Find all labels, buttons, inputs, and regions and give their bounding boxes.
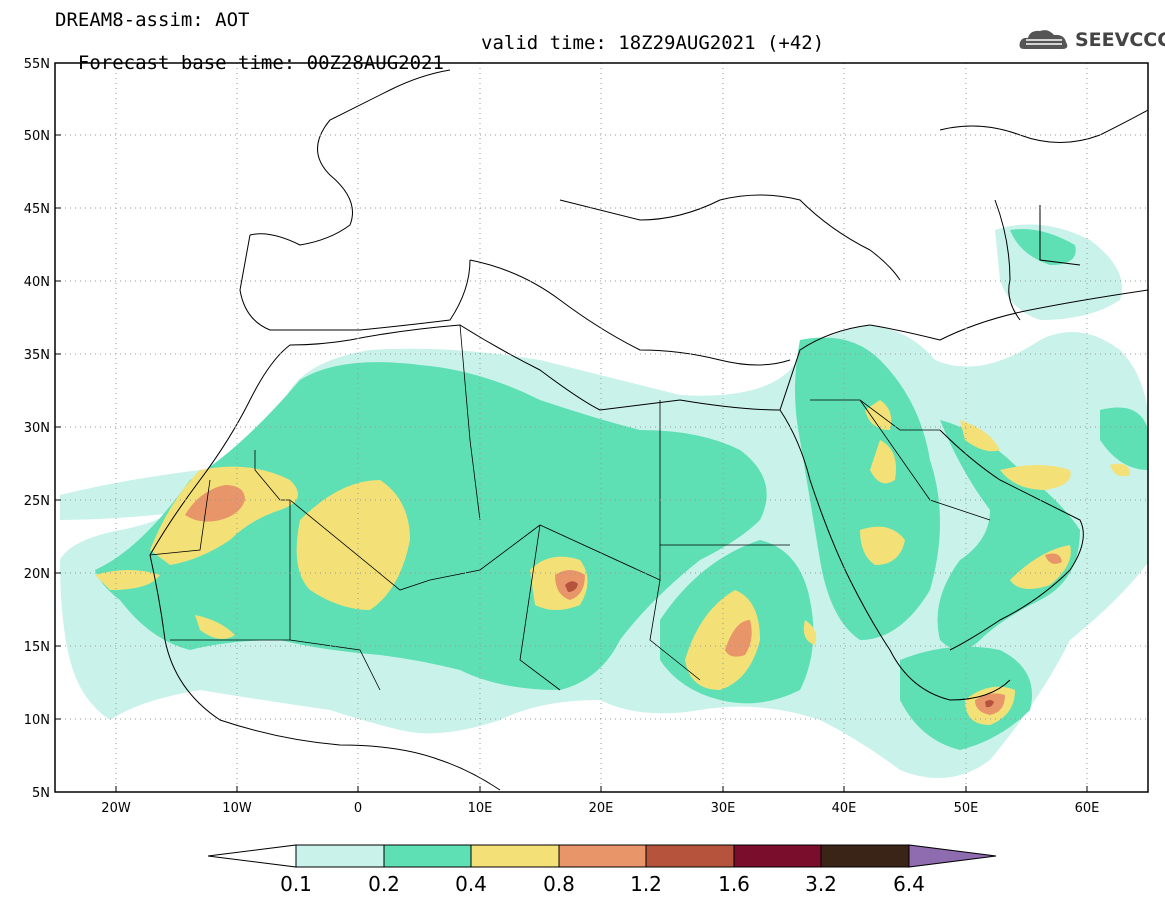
colorbar-swatch xyxy=(820,844,910,868)
lon-labels: 20W 10W 0 10E 20E 30E 40E 50E 60E xyxy=(101,801,1099,816)
lon-label: 0 xyxy=(354,801,362,816)
colorbar-label: 3.2 xyxy=(805,872,837,896)
colorbar-swatch xyxy=(645,844,735,868)
coastlines xyxy=(149,69,1148,791)
lon-label: 30E xyxy=(711,801,736,816)
lat-label: 35N xyxy=(24,348,50,363)
lat-label: 55N xyxy=(24,57,50,72)
valid-time: valid time: 18Z29AUG2021 (+42) xyxy=(481,32,825,54)
colorbar-label: 0.8 xyxy=(543,872,575,896)
cloud-logo-icon xyxy=(1019,30,1068,49)
colorbar-low-arrow xyxy=(207,844,297,868)
colorbar-swatch xyxy=(383,844,472,868)
lon-label: 10W xyxy=(222,801,252,816)
colorbar-swatch xyxy=(558,844,647,868)
lat-label: 30N xyxy=(24,421,50,436)
colorbar-labels: 0.1 0.2 0.4 0.8 1.2 1.6 3.2 6.4 xyxy=(280,872,925,896)
lat-label: 10N xyxy=(24,713,50,728)
lat-label: 45N xyxy=(24,202,50,217)
lat-labels: 5N 10N 15N 20N 25N 30N 35N 40N 45N 50N 5… xyxy=(24,57,50,801)
aot-contours xyxy=(60,224,1148,778)
map-title: DREAM8-assim: AOT xyxy=(55,9,250,31)
colorbar-swatch xyxy=(733,844,822,868)
lat-label: 25N xyxy=(24,494,50,509)
lon-label: 10E xyxy=(468,801,493,816)
logo-text: SEEVCCC xyxy=(1075,29,1165,51)
colorbar-label: 0.4 xyxy=(455,872,487,896)
colorbar-label: 0.2 xyxy=(368,872,400,896)
colorbar-swatch xyxy=(470,844,560,868)
lat-label: 15N xyxy=(24,640,50,655)
colorbar-high-arrow xyxy=(908,844,997,868)
lon-label: 60E xyxy=(1075,801,1100,816)
axis-ticks xyxy=(55,62,1088,793)
lon-label: 50E xyxy=(954,801,979,816)
lon-label: 40E xyxy=(832,801,857,816)
graticule xyxy=(55,63,1148,792)
lat-label: 20N xyxy=(24,567,50,582)
colorbar-label: 0.1 xyxy=(280,872,312,896)
colorbar xyxy=(207,844,997,868)
lat-label: 50N xyxy=(24,129,50,144)
colorbar-label: 6.4 xyxy=(893,872,925,896)
colorbar-label: 1.2 xyxy=(630,872,662,896)
colorbar-label: 1.6 xyxy=(718,872,750,896)
lon-label: 20W xyxy=(101,801,131,816)
lat-label: 5N xyxy=(32,786,50,801)
aot-band-1.2 xyxy=(565,581,994,708)
lat-label: 40N xyxy=(24,275,50,290)
colorbar-swatch xyxy=(295,844,385,868)
lon-label: 20E xyxy=(589,801,614,816)
